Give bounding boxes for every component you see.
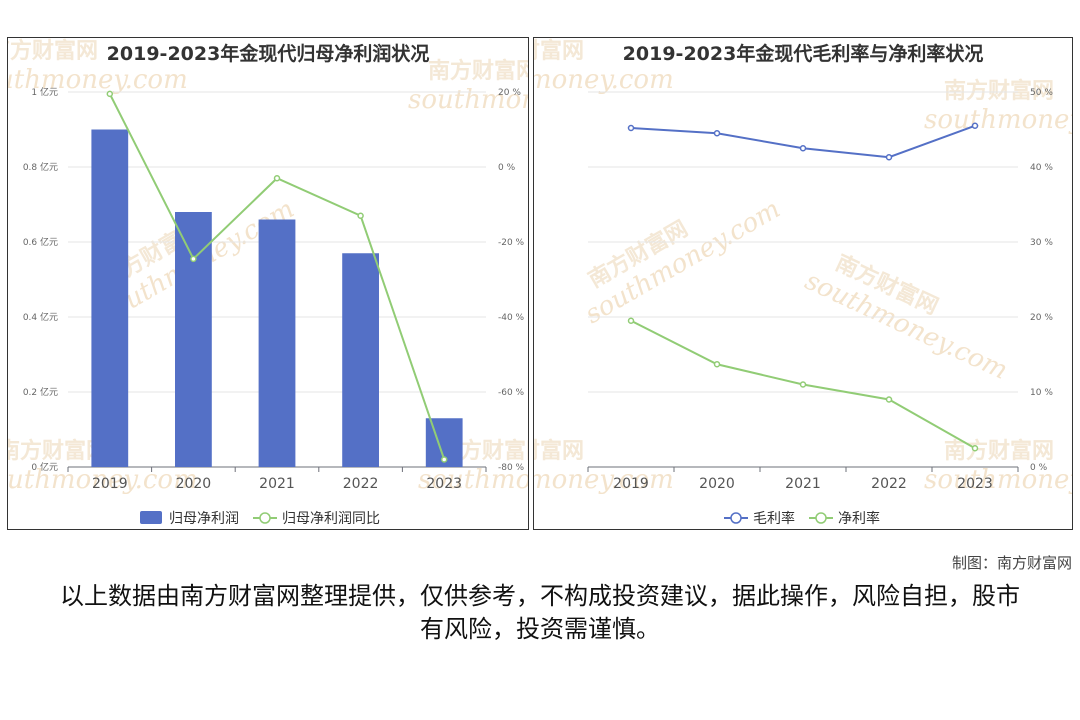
data-point [713, 130, 721, 137]
y-right-tick-label: 0 % [498, 163, 516, 173]
x-tick-label: 2020 [176, 476, 212, 492]
data-point [885, 396, 893, 403]
data-point [971, 445, 979, 452]
chart-title: 2019-2023年金现代毛利率与净利率状况 [623, 42, 984, 65]
watermark-cn: 南方财富网 [8, 438, 108, 464]
legend-label: 归母净利润同比 [282, 510, 380, 527]
y-right-tick-label: 50 % [1030, 88, 1053, 98]
data-point [885, 154, 893, 161]
y-left-tick-label: 0 亿元 [31, 461, 58, 473]
watermark-cn: 南方财富网 [944, 438, 1054, 464]
legend-label: 毛利率 [753, 510, 795, 527]
x-tick-label: 2019 [92, 476, 128, 492]
y-right-tick-label: 10 % [1030, 388, 1053, 398]
legend-swatch [259, 512, 271, 524]
x-tick-label: 2021 [259, 476, 295, 492]
y-left-tick-label: 0.4 亿元 [23, 311, 58, 323]
data-point [273, 175, 281, 182]
y-left-tick-label: 0.6 亿元 [23, 236, 58, 248]
y-right-tick-label: 20 % [498, 88, 521, 98]
data-point [627, 317, 635, 324]
profit-chart-panel: 南方财富网southmoney.com南方财富网southmoney.com南方… [7, 37, 529, 530]
legend-label: 净利率 [838, 510, 880, 527]
watermark-en: southmoney.com [8, 65, 188, 95]
data-point [799, 145, 807, 152]
x-tick-label: 2022 [871, 476, 907, 492]
data-point [799, 381, 807, 388]
legend-swatch [140, 511, 162, 524]
watermark-en: southmoney.com [924, 465, 1072, 495]
watermark-en: southmoney.com [534, 65, 674, 95]
margin-chart: 南方财富网southmoney.com南方财富网southmoney.com南方… [534, 38, 1072, 527]
bar [91, 129, 129, 467]
watermark-en: southmoney.com [8, 465, 198, 495]
legend-label: 归母净利润 [169, 510, 239, 527]
profit-chart: 南方财富网southmoney.com南方财富网southmoney.com南方… [8, 38, 528, 527]
watermark-cn: 南方财富网 [534, 38, 584, 64]
data-point [440, 456, 448, 463]
x-tick-label: 2021 [785, 476, 821, 492]
watermark-cn: 南方财富网 [8, 38, 98, 64]
y-right-tick-label: 20 % [1030, 313, 1053, 323]
watermark-cn: 南方财富网 [534, 438, 584, 464]
watermark-en: southmoney.com [418, 465, 528, 495]
x-tick-label: 2022 [343, 476, 379, 492]
y-right-tick-label: 40 % [1030, 163, 1053, 173]
chart-credit: 制图：南方财富网 [951, 554, 1072, 572]
x-tick-label: 2023 [426, 476, 462, 492]
chart-title: 2019-2023年金现代归母净利润状况 [107, 42, 430, 65]
data-point [106, 90, 114, 98]
disclaimer-text: 以上数据由南方财富网整理提供，仅供参考，不构成投资建议，据此操作，风险自担，股市… [60, 582, 1020, 643]
y-right-tick-label: -60 % [498, 388, 525, 398]
y-left-tick-label: 0.8 亿元 [23, 161, 58, 173]
data-point [713, 361, 721, 368]
watermark-cn: 南方财富网 [944, 78, 1054, 104]
bar [258, 219, 296, 467]
margin-chart-panel: 南方财富网southmoney.com南方财富网southmoney.com南方… [533, 37, 1073, 530]
bar [175, 212, 212, 467]
y-right-tick-label: -80 % [498, 463, 525, 473]
y-right-tick-label: 0 % [1030, 463, 1048, 473]
y-right-tick-label: 30 % [1030, 238, 1053, 248]
legend-swatch [730, 512, 742, 524]
y-right-tick-label: -20 % [498, 238, 525, 248]
data-point [357, 212, 364, 219]
x-tick-label: 2019 [613, 476, 649, 492]
y-left-tick-label: 0.2 亿元 [23, 386, 58, 398]
watermark-en: southmoney.com [924, 105, 1072, 135]
watermark-cn: 南方财富网 [428, 58, 528, 84]
data-point [627, 124, 635, 132]
watermark-en: southmoney.com [408, 85, 528, 115]
x-tick-label: 2023 [957, 476, 993, 492]
data-point [971, 122, 979, 129]
data-point [190, 255, 197, 263]
watermark-en: southmoney.com [534, 465, 674, 495]
y-right-tick-label: -40 % [498, 313, 525, 323]
y-left-tick-label: 1 亿元 [31, 86, 58, 98]
bar [342, 253, 379, 467]
x-tick-label: 2020 [699, 476, 735, 492]
legend-swatch [815, 512, 827, 524]
